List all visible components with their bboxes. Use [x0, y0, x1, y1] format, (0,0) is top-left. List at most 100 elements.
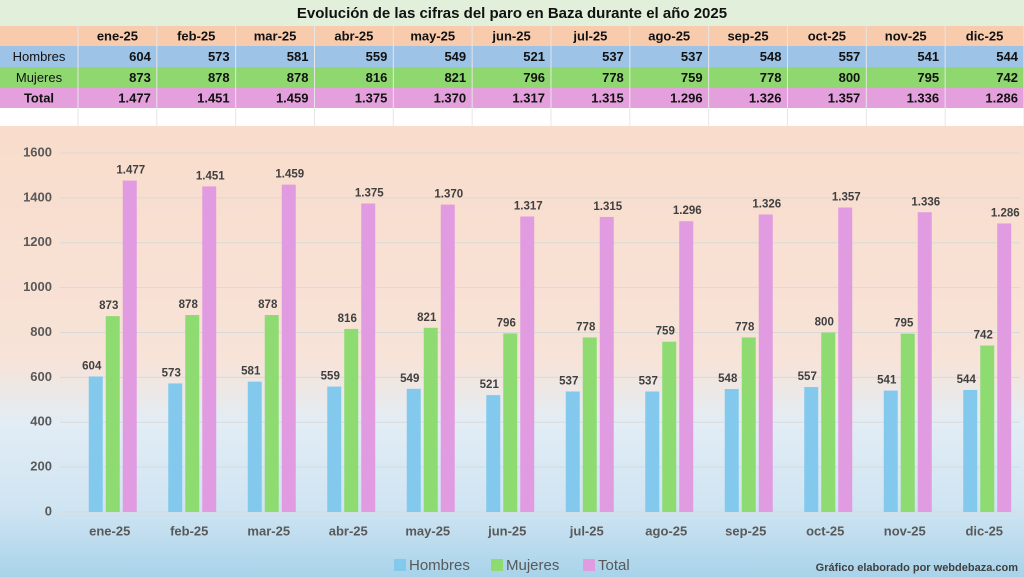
table-cell: 1.477 [118, 90, 151, 105]
data-label: 541 [877, 375, 897, 387]
table-cell: 821 [444, 70, 466, 85]
table-cell: 1.315 [591, 90, 624, 105]
table-cell: 549 [444, 49, 466, 64]
legend-label: Mujeres [506, 557, 559, 574]
data-label: 800 [815, 317, 834, 329]
column-header: mar-25 [254, 28, 297, 43]
data-label: 778 [576, 321, 596, 333]
table-title: Evolución de las cifras del paro en Baza… [297, 5, 727, 22]
data-label: 581 [241, 366, 261, 378]
x-tick-label: jul-25 [569, 523, 604, 538]
table-cell: 1.459 [276, 90, 309, 105]
column-header: jul-25 [572, 28, 607, 43]
data-label: 816 [338, 313, 357, 325]
data-label: 537 [559, 376, 578, 388]
data-label: 604 [82, 361, 102, 373]
data-label: 742 [974, 330, 993, 342]
bar [662, 341, 677, 512]
bar [963, 389, 978, 512]
column-header: oct-25 [808, 28, 846, 43]
table-cell: 759 [681, 70, 703, 85]
y-tick-label: 400 [30, 414, 52, 429]
data-label: 559 [321, 371, 340, 383]
bar [917, 212, 932, 513]
bar [900, 333, 915, 512]
y-tick-label: 0 [45, 503, 52, 518]
data-label: 557 [798, 371, 817, 383]
bar [503, 333, 518, 512]
table-cell: 537 [681, 49, 703, 64]
y-tick-label: 1200 [23, 234, 52, 249]
data-label: 521 [480, 379, 500, 391]
table-cell: 1.451 [197, 90, 230, 105]
table-cell: 604 [129, 49, 151, 64]
bar [88, 376, 103, 512]
column-header: dic-25 [966, 28, 1004, 43]
x-tick-label: may-25 [405, 523, 450, 538]
data-label: 537 [639, 376, 658, 388]
bar [645, 391, 660, 512]
bar [344, 328, 359, 512]
bar [821, 332, 836, 512]
data-label: 1.336 [911, 196, 940, 208]
table-cell: 1.375 [355, 90, 388, 105]
data-label: 544 [957, 374, 977, 386]
table-cell: 521 [523, 49, 545, 64]
column-header: ene-25 [97, 28, 138, 43]
bar [105, 316, 120, 512]
bar [202, 186, 217, 512]
table-cell: 742 [996, 70, 1018, 85]
data-label: 1.315 [593, 201, 622, 213]
column-header: feb-25 [177, 28, 215, 43]
table-cell: 816 [366, 70, 388, 85]
y-tick-label: 800 [30, 324, 52, 339]
data-label: 1.357 [832, 192, 861, 204]
bar [724, 389, 739, 512]
x-tick-label: jun-25 [487, 523, 526, 538]
column-header: may-25 [410, 28, 455, 43]
table-row [0, 88, 1024, 108]
legend-swatch [394, 559, 406, 571]
table-row [0, 67, 1024, 88]
data-label: 1.370 [434, 189, 463, 201]
table-cell: 581 [287, 49, 309, 64]
header-row [0, 26, 1024, 46]
row-label: Hombres [13, 49, 66, 64]
table-cell: 541 [917, 49, 939, 64]
x-tick-label: dic-25 [965, 523, 1003, 538]
data-label: 1.375 [355, 188, 384, 200]
data-label: 549 [400, 373, 419, 385]
bar [741, 337, 756, 512]
y-tick-label: 200 [30, 459, 52, 474]
table-cell: 1.336 [907, 90, 940, 105]
bar [168, 383, 183, 512]
table-cell: 548 [760, 49, 782, 64]
x-tick-label: nov-25 [884, 523, 926, 538]
bar [440, 204, 455, 512]
y-tick-label: 600 [30, 369, 52, 384]
table-cell: 1.326 [749, 90, 782, 105]
table-cell: 544 [996, 49, 1018, 64]
column-header: abr-25 [334, 28, 373, 43]
bar [883, 390, 898, 512]
legend-swatch [491, 559, 503, 571]
credit: Gráfico elaborado por webdebaza.com [816, 562, 1019, 574]
bar [599, 216, 614, 512]
table-cell: 1.296 [670, 90, 703, 105]
y-tick-label: 1000 [23, 279, 52, 294]
data-label: 1.459 [275, 169, 304, 181]
data-label: 878 [258, 299, 278, 311]
column-header: ago-25 [648, 28, 690, 43]
bar [264, 314, 279, 512]
data-label: 796 [497, 317, 516, 329]
table-cell: 796 [523, 70, 545, 85]
blank-row [0, 108, 1024, 126]
data-label: 1.286 [991, 207, 1020, 219]
bar [582, 337, 597, 512]
data-label: 821 [417, 312, 437, 324]
table-cell: 1.317 [512, 90, 545, 105]
column-header: sep-25 [727, 28, 768, 43]
x-tick-label: feb-25 [170, 523, 208, 538]
legend-label: Total [598, 557, 630, 574]
